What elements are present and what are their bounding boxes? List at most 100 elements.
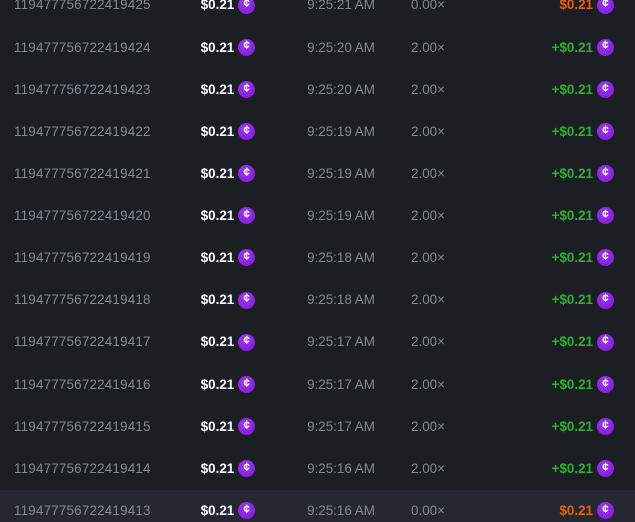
bet-multiplier: 2.00× [411, 250, 445, 266]
bet-amount-cell: $0.21 ¢ [174, 417, 282, 435]
bet-row[interactable]: 119477756722419420 $0.21 ¢ 9:25:19 AM 2.… [0, 195, 635, 237]
currency-coin-icon: ¢ [597, 0, 614, 14]
payout-amount: +$0.21 [551, 460, 593, 476]
bet-id: 119477756722419421 [14, 165, 151, 181]
bet-amount: $0.21 [200, 250, 235, 266]
bet-id: 119477756722419418 [14, 292, 151, 308]
bet-row[interactable]: 119477756722419424 $0.21 ¢ 9:25:20 AM 2.… [0, 26, 635, 68]
bet-row[interactable]: 119477756722419422 $0.21 ¢ 9:25:19 AM 2.… [0, 110, 635, 152]
bet-row[interactable]: 119477756722419417 $0.21 ¢ 9:25:17 AM 2.… [0, 321, 635, 363]
bet-time: 9:25:17 AM [307, 376, 375, 392]
bet-amount-cell: $0.21 ¢ [174, 122, 282, 140]
currency-coin-icon: ¢ [597, 249, 614, 267]
bet-amount-cell: $0.21 ¢ [174, 165, 282, 183]
bet-id: 119477756722419416 [14, 376, 151, 392]
payout-amount: +$0.21 [551, 334, 593, 350]
bet-amount-cell: $0.21 ¢ [174, 249, 282, 267]
payout-amount: +$0.21 [551, 418, 593, 434]
bet-time: 9:25:19 AM [307, 165, 375, 181]
bet-amount-cell: $0.21 ¢ [174, 333, 282, 351]
bet-amount: $0.21 [200, 418, 235, 434]
bet-row[interactable]: 119477756722419415 $0.21 ¢ 9:25:17 AM 2.… [0, 405, 635, 447]
bet-payout-cell: +$0.21 ¢ [456, 249, 614, 267]
bet-row[interactable]: 119477756722419414 $0.21 ¢ 9:25:16 AM 2.… [0, 448, 635, 490]
currency-coin-icon: ¢ [597, 122, 614, 140]
bet-amount-cell: $0.21 ¢ [174, 291, 282, 309]
bet-time: 9:25:20 AM [307, 39, 375, 55]
bet-row[interactable]: 119477756722419425 $0.21 ¢ 9:25:21 AM 0.… [0, 0, 635, 26]
bet-payout-cell: $0.21 ¢ [456, 0, 614, 14]
bet-payout-cell: +$0.21 ¢ [456, 333, 614, 351]
bet-payout-cell: +$0.21 ¢ [456, 207, 614, 225]
bet-amount-cell: $0.21 ¢ [174, 460, 282, 478]
bet-id: 119477756722419419 [14, 250, 151, 266]
bet-multiplier: 2.00× [411, 39, 445, 55]
bet-id: 119477756722419414 [14, 460, 151, 476]
payout-amount: +$0.21 [551, 208, 593, 224]
bet-multiplier: 0.00× [411, 503, 445, 519]
currency-coin-icon: ¢ [238, 122, 256, 140]
bet-multiplier: 2.00× [411, 165, 445, 181]
bet-payout-cell: +$0.21 ¢ [456, 417, 614, 435]
bet-amount: $0.21 [200, 165, 235, 181]
bet-row[interactable]: 119477756722419416 $0.21 ¢ 9:25:17 AM 2.… [0, 363, 635, 405]
bet-multiplier: 2.00× [411, 292, 445, 308]
bet-amount: $0.21 [200, 123, 235, 139]
bet-id: 119477756722419413 [14, 503, 151, 519]
bet-row[interactable]: 119477756722419419 $0.21 ¢ 9:25:18 AM 2.… [0, 237, 635, 279]
currency-coin-icon: ¢ [597, 460, 614, 478]
bet-row[interactable]: 119477756722419413 $0.21 ¢ 9:25:16 AM 0.… [0, 489, 635, 522]
bet-amount-cell: $0.21 ¢ [174, 0, 282, 14]
bet-row[interactable]: 119477756722419421 $0.21 ¢ 9:25:19 AM 2.… [0, 153, 635, 195]
bet-row[interactable]: 119477756722419423 $0.21 ¢ 9:25:20 AM 2.… [0, 68, 635, 110]
currency-coin-icon: ¢ [238, 165, 256, 183]
bet-time: 9:25:16 AM [307, 460, 375, 476]
bet-time: 9:25:16 AM [307, 503, 375, 519]
payout-amount: +$0.21 [551, 39, 593, 55]
bet-amount-cell: $0.21 ¢ [174, 80, 282, 98]
bet-payout-cell: +$0.21 ¢ [456, 375, 614, 393]
payout-amount: +$0.21 [551, 123, 593, 139]
bet-amount: $0.21 [200, 292, 235, 308]
bet-row[interactable]: 119477756722419418 $0.21 ¢ 9:25:18 AM 2.… [0, 279, 635, 321]
bet-multiplier: 2.00× [411, 460, 445, 476]
bet-amount-cell: $0.21 ¢ [174, 38, 282, 56]
currency-coin-icon: ¢ [238, 417, 256, 435]
bet-amount-cell: $0.21 ¢ [174, 207, 282, 225]
payout-amount: +$0.21 [551, 250, 593, 266]
currency-coin-icon: ¢ [597, 375, 614, 393]
bet-multiplier: 2.00× [411, 334, 445, 350]
bet-amount: $0.21 [200, 81, 235, 97]
currency-coin-icon: ¢ [238, 249, 256, 267]
bet-multiplier: 2.00× [411, 81, 445, 97]
currency-coin-icon: ¢ [597, 80, 614, 98]
bet-id: 119477756722419420 [14, 208, 151, 224]
bet-id: 119477756722419424 [14, 39, 151, 55]
bet-time: 9:25:18 AM [307, 250, 375, 266]
bet-payout-cell: +$0.21 ¢ [456, 38, 614, 56]
bet-amount: $0.21 [200, 208, 235, 224]
currency-coin-icon: ¢ [597, 417, 614, 435]
bet-multiplier: 2.00× [411, 208, 445, 224]
bet-time: 9:25:21 AM [307, 0, 375, 13]
bet-id: 119477756722419423 [14, 81, 151, 97]
bet-id: 119477756722419425 [14, 0, 151, 13]
bet-payout-cell: $0.21 ¢ [456, 502, 614, 520]
bet-amount: $0.21 [200, 334, 235, 350]
bet-payout-cell: +$0.21 ¢ [456, 80, 614, 98]
currency-coin-icon: ¢ [597, 38, 614, 56]
currency-coin-icon: ¢ [238, 502, 256, 520]
bet-payout-cell: +$0.21 ¢ [456, 460, 614, 478]
bet-multiplier: 2.00× [411, 376, 445, 392]
bet-id: 119477756722419415 [14, 418, 151, 434]
payout-amount: +$0.21 [551, 376, 593, 392]
currency-coin-icon: ¢ [238, 375, 256, 393]
currency-coin-icon: ¢ [597, 333, 614, 351]
bet-amount: $0.21 [200, 503, 235, 519]
bet-multiplier: 2.00× [411, 123, 445, 139]
currency-coin-icon: ¢ [597, 165, 614, 183]
bet-amount: $0.21 [200, 0, 235, 13]
bet-payout-cell: +$0.21 ¢ [456, 122, 614, 140]
currency-coin-icon: ¢ [597, 291, 614, 309]
